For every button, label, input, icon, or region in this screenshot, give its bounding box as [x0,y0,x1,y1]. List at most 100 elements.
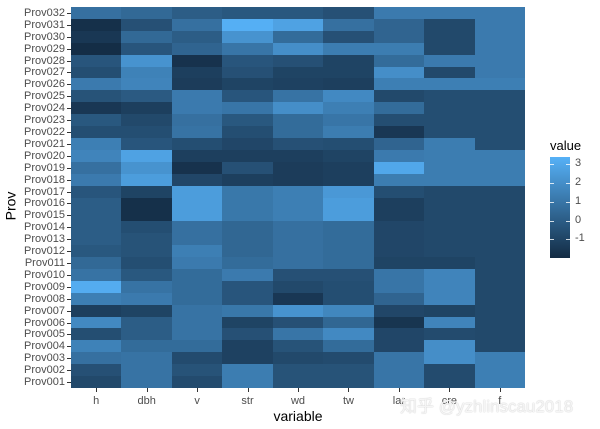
heatmap-cell [424,257,475,269]
legend-tick-label: 1 [575,194,582,207]
y-axis-title: Prov [2,191,19,221]
y-tick-label: Prov026 [24,78,65,91]
heatmap-cell [474,30,525,43]
y-tick-label: Prov005 [24,328,65,341]
heatmap-cell [474,90,525,103]
heatmap-cell [323,114,374,127]
heatmap-cell [171,7,223,19]
heatmap-cell [474,268,525,281]
heatmap-cell [373,245,425,258]
heatmap-cell [222,340,273,353]
heatmap-cell [323,340,374,353]
heatmap-cell [71,161,122,174]
y-tick-label: Prov016 [24,197,65,210]
heatmap-cell [222,233,273,246]
heatmap-cell [323,233,374,246]
heatmap-cell [474,126,525,138]
heatmap-cell [171,42,223,55]
heatmap-cell [424,161,475,174]
heatmap-cell [424,114,475,127]
heatmap-cell [323,316,374,329]
heatmap-cell [171,245,223,258]
y-tick-mark [67,227,71,229]
heatmap-cell [71,7,122,19]
heatmap-cell [222,316,273,329]
heatmap-cell [474,292,525,305]
legend-tick-label: 3 [575,157,582,170]
heatmap-cell [121,173,172,186]
legend-title: value [550,138,582,153]
legend-tick-mark [566,239,570,241]
heatmap-cell [71,126,122,138]
heatmap-cell [222,114,273,127]
y-tick-mark [67,382,71,384]
heatmap-cell [474,185,525,198]
legend-tick-mark [550,183,554,185]
heatmap-cell [424,245,475,258]
heatmap-cell [424,149,475,162]
heatmap-cell [424,185,475,198]
heatmap-cell [121,42,172,55]
y-tick-label: Prov020 [24,149,65,162]
heatmap-cell [373,137,425,150]
heatmap-cell [424,30,475,43]
heatmap-cell [323,126,374,138]
heatmap-cell [121,221,172,234]
heatmap-panel [71,7,525,388]
y-tick-mark [67,108,71,110]
heatmap-cell [373,316,425,329]
heatmap-cell [272,197,324,210]
heatmap-cell [171,149,223,162]
heatmap-cell [272,233,324,246]
y-tick-label: Prov025 [24,90,65,103]
y-tick-label: Prov015 [24,209,65,222]
heatmap-cell [323,376,374,388]
legend-tick-mark [550,220,554,222]
heatmap-cell [474,328,525,341]
heatmap-cell [71,280,122,293]
heatmap-cell [121,7,172,19]
heatmap-cell [171,280,223,293]
heatmap-cell [272,173,324,186]
heatmap-cell [272,54,324,67]
heatmap-cell [272,364,324,377]
heatmap-cell [272,245,324,258]
heatmap-cell [272,257,324,269]
heatmap-cell [323,304,374,317]
heatmap-cell [121,185,172,198]
x-tick-mark [499,388,501,392]
heatmap-cell [323,90,374,103]
heatmap-cell [171,197,223,210]
heatmap-cell [121,257,172,269]
heatmap-cell [373,209,425,222]
heatmap-cell [171,18,223,31]
heatmap-cell [71,30,122,43]
heatmap-cell [323,7,374,19]
heatmap-cell [222,18,273,31]
heatmap-cell [121,376,172,388]
heatmap-cell [121,66,172,79]
heatmap-cell [272,352,324,365]
y-tick-label: Prov006 [24,316,65,329]
heatmap-cell [474,173,525,186]
heatmap-cell [272,268,324,281]
heatmap-cell [222,268,273,281]
heatmap-cell [272,185,324,198]
heatmap-cell [71,221,122,234]
y-tick-mark [67,310,71,312]
heatmap-cell [373,90,425,103]
heatmap-cell [373,54,425,67]
heatmap-cell [424,221,475,234]
heatmap-cell [171,221,223,234]
y-tick-mark [67,370,71,372]
heatmap-cell [424,18,475,31]
heatmap-cell [171,209,223,222]
y-tick-mark [67,96,71,98]
heatmap-cell [474,304,525,317]
y-tick-label: Prov014 [24,221,65,234]
heatmap-cell [373,149,425,162]
heatmap-cell [171,173,223,186]
heatmap-cell [121,137,172,150]
y-tick-mark [67,143,71,145]
y-tick-mark [67,132,71,134]
